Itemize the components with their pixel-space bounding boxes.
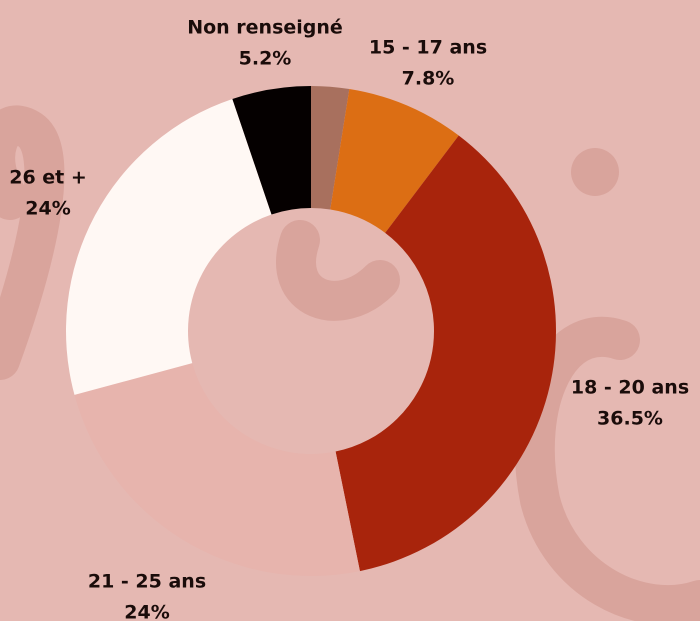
donut-segment: [232, 86, 311, 215]
category-label: Non renseigné: [187, 17, 343, 39]
swirl: [0, 105, 65, 380]
value-label: 36.5%: [597, 408, 663, 430]
donut-segment: [335, 135, 556, 572]
category-label: 26 et +: [9, 167, 87, 189]
category-label: 21 - 25 ans: [88, 571, 206, 593]
dot: [571, 148, 619, 196]
donut-segment: [330, 89, 459, 233]
value-label: 24%: [124, 602, 169, 621]
swirl: [514, 317, 700, 621]
donut-segment: [311, 86, 350, 210]
value-label: 24%: [25, 198, 70, 220]
donut-segment: [66, 98, 272, 395]
donut-segment: [74, 363, 360, 576]
decoration: [0, 105, 700, 621]
category-label: 15 - 17 ans: [369, 37, 487, 59]
value-label: 7.8%: [402, 68, 455, 90]
category-label: 18 - 20 ans: [571, 377, 689, 399]
swirl: [276, 220, 400, 321]
value-label: 5.2%: [239, 48, 292, 70]
